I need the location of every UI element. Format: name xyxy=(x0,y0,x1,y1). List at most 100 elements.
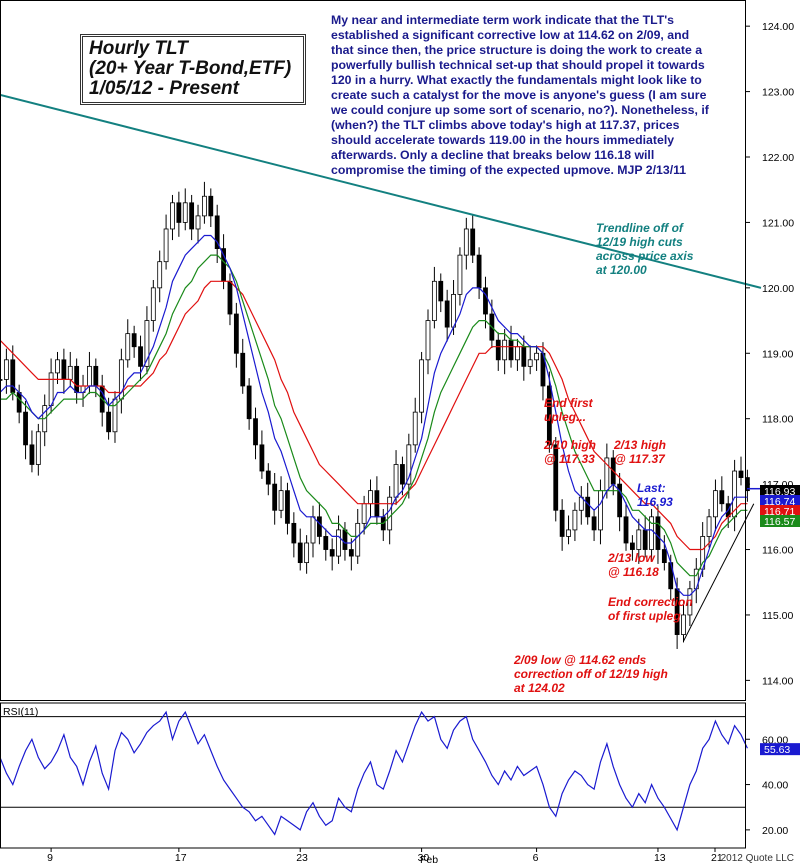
candle-body xyxy=(304,542,310,564)
candle-body xyxy=(393,464,399,498)
candle-body xyxy=(259,444,265,472)
candle-body xyxy=(3,359,9,380)
last-price-annotation: Last: 116.93 xyxy=(637,481,673,509)
price-panel-frame xyxy=(0,0,746,701)
candle-body xyxy=(476,254,482,289)
candle-body xyxy=(681,614,686,635)
high-2-13-annotation: 2/13 high @ 117.37 xyxy=(614,438,667,466)
candle-body xyxy=(502,339,508,361)
candle-body xyxy=(176,202,182,223)
title-line-2: (20+ Year T-Bond,ETF) xyxy=(89,58,292,79)
candle-body xyxy=(444,300,450,328)
candle-body xyxy=(202,195,207,217)
candle-body xyxy=(278,490,284,511)
candle-body xyxy=(463,228,469,256)
candle-body xyxy=(642,529,648,550)
candle-body xyxy=(630,542,635,550)
candle-body xyxy=(400,464,405,485)
rsi-tick-label: 40.00 xyxy=(762,780,788,792)
rsi-panel: RSI(11) xyxy=(0,706,748,836)
candle-body xyxy=(157,261,163,289)
title-line-3: 1/05/12 - Present xyxy=(89,78,239,99)
candle-body xyxy=(425,320,431,361)
candle-body xyxy=(336,529,341,557)
price-label: 116.57 xyxy=(764,516,795,528)
candle-body xyxy=(508,339,514,361)
price-panel xyxy=(0,93,762,649)
candle-body xyxy=(713,490,718,518)
candle-body xyxy=(316,516,322,537)
candle-body xyxy=(738,470,744,478)
candle-body xyxy=(361,503,367,524)
candle-body xyxy=(87,365,92,387)
rsi-tick-label: 20.00 xyxy=(762,825,788,837)
candle-body xyxy=(598,490,603,531)
candle-body xyxy=(74,365,80,393)
candle-body xyxy=(125,333,131,361)
candle-body xyxy=(342,529,348,550)
candle-body xyxy=(246,385,252,420)
x-tick-label: 23 xyxy=(296,852,308,864)
candle-body xyxy=(438,280,444,302)
candle-body xyxy=(150,287,156,321)
candle-body xyxy=(387,496,393,531)
candle-body xyxy=(483,287,488,315)
candle-body xyxy=(451,293,456,328)
price-tick-label: 119.00 xyxy=(762,348,793,360)
candle-body xyxy=(272,483,278,511)
rsi-label: RSI(11) xyxy=(3,706,38,718)
price-label-box xyxy=(760,515,800,527)
candle-body xyxy=(636,529,642,550)
commentary-text: My near and intermediate term work indic… xyxy=(331,13,709,177)
candle-body xyxy=(16,392,22,413)
x-tick-label: 21 xyxy=(711,852,723,864)
candle-body xyxy=(208,195,214,217)
candle-body xyxy=(585,496,591,518)
candle-body xyxy=(310,516,316,544)
x-tick-label: 13 xyxy=(654,852,666,864)
candle-body xyxy=(368,490,373,505)
price-tick-label: 121.00 xyxy=(762,217,794,229)
x-tick-label: 6 xyxy=(533,852,539,864)
candle-body xyxy=(233,313,239,354)
candle-body xyxy=(706,516,712,537)
candle-body xyxy=(106,411,111,433)
candle-body xyxy=(655,516,661,550)
price-tick-label: 124.00 xyxy=(762,21,794,33)
candle-body xyxy=(412,411,418,446)
candle-body xyxy=(323,536,329,550)
candle-body xyxy=(719,490,725,505)
resistance-trendline xyxy=(0,93,762,289)
high-2-10-annotation: 2/10 high @ 117.33 xyxy=(544,438,597,466)
candle-body xyxy=(470,228,476,256)
copyright: 2012 Quote LLC xyxy=(720,853,794,864)
candle-body xyxy=(67,365,73,380)
ema-green-line xyxy=(0,254,748,577)
candle-body xyxy=(661,549,667,564)
candle-body xyxy=(687,588,693,616)
candle-body xyxy=(566,529,571,537)
candle-body xyxy=(297,542,303,564)
candle-body xyxy=(348,549,354,557)
rsi-line xyxy=(0,710,748,836)
ema-blue-line xyxy=(0,234,748,596)
candle-body xyxy=(591,516,597,531)
candle-body xyxy=(131,333,137,348)
x-tick-label: 17 xyxy=(175,852,187,864)
x-tick-label: 9 xyxy=(47,852,53,864)
candle-body xyxy=(35,431,41,465)
candle-body xyxy=(23,411,28,446)
candle-body xyxy=(649,516,654,550)
candle-body xyxy=(285,490,290,524)
candle-body xyxy=(163,228,169,263)
candle-body xyxy=(546,385,552,446)
candle-body xyxy=(527,359,533,367)
candle-body xyxy=(170,202,175,230)
candle-body xyxy=(240,352,246,387)
low-2-09-annotation: 2/09 low @ 114.62 ends correction off of… xyxy=(514,653,668,695)
candle-body xyxy=(182,202,188,223)
candle-body xyxy=(355,522,361,557)
candle-body xyxy=(61,359,67,380)
price-tick-label: 115.00 xyxy=(762,610,793,622)
